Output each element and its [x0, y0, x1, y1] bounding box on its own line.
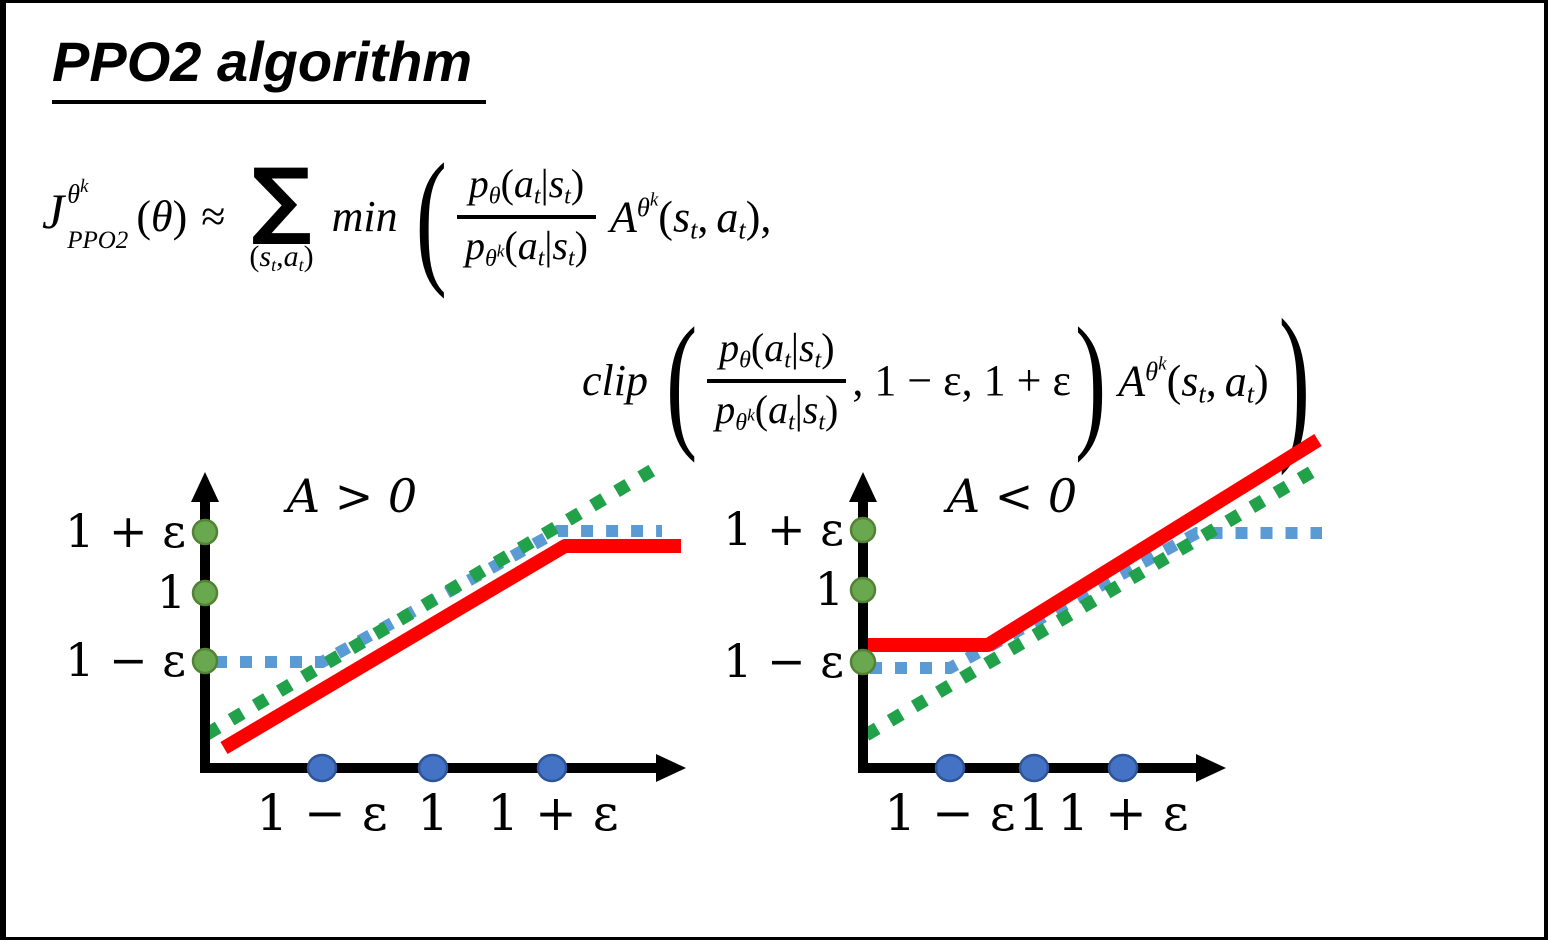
open-paren-clip: (: [665, 297, 698, 465]
left-y-tick-label: 1 + ε: [65, 504, 186, 558]
right-x-tick-label: 1 + ε: [1057, 784, 1188, 842]
tick-dot: [849, 648, 877, 676]
right-y-tick-label: 1 + ε: [723, 502, 844, 556]
right-x-tick-label: 1 − ε: [884, 784, 1015, 842]
tick-dot: [934, 753, 966, 783]
fraction-bar: [456, 215, 596, 219]
close-paren-clip: ): [1074, 297, 1107, 465]
left-y-tick-label: 1 − ε: [65, 633, 186, 687]
clip-bounds: , 1 − ε, 1 + ε: [852, 356, 1071, 405]
left-objective-line: [220, 539, 681, 755]
clip-operator: clip: [582, 356, 648, 405]
right-y-axis-dots: [849, 516, 877, 676]
right-y-tick-label: 1 − ε: [723, 634, 844, 688]
left-y-tick-label: 1: [157, 565, 186, 619]
left-condition-label: A > 0: [283, 469, 417, 523]
right-y-tick-label: 1: [815, 562, 844, 616]
right-x-axis-dots: [934, 753, 1139, 783]
close-paren-min: ): [1278, 284, 1310, 478]
ratio-numerator-2: pθ(at|st): [719, 324, 835, 374]
summation: ∑ (st,at): [249, 150, 314, 275]
ratio-denominator-2: pθk(at|st): [715, 387, 839, 436]
ratio-denominator: pθk(at|st): [464, 223, 588, 272]
tick-dot: [306, 753, 338, 783]
left-plot: 1 + ε 1 1 − ε 1 − ε 1 1 + ε A > 0: [65, 462, 686, 842]
right-objective-line: [865, 434, 1322, 652]
theta-argument: (θ): [136, 192, 188, 241]
left-unclipped-ratio-line: [203, 462, 660, 740]
tick-dot: [849, 516, 877, 544]
fraction-bar-2: [707, 379, 847, 383]
left-x-tick-label: 1 + ε: [487, 784, 618, 842]
approx-sign: ≈: [201, 192, 226, 241]
slide-title-text: PPO2 algorithm: [52, 30, 473, 93]
ratio-numerator: pθ(at|st): [468, 160, 585, 210]
left-y-axis-dots: [191, 518, 219, 675]
tick-dot: [417, 753, 449, 783]
tick-dot: [191, 579, 219, 607]
min-operator: min: [331, 192, 398, 241]
summation-index: (st,at): [249, 239, 314, 275]
sigma-symbol: ∑: [251, 150, 312, 249]
open-paren-min: (: [415, 133, 447, 301]
left-x-axis-arrow-icon: [656, 754, 686, 782]
left-x-tick-label: 1: [417, 784, 449, 842]
right-condition-label: A < 0: [943, 469, 1077, 523]
left-x-tick-label: 1 − ε: [256, 784, 387, 842]
tick-dot: [191, 518, 219, 546]
right-x-axis-arrow-icon: [1196, 754, 1226, 782]
right-plot: 1 + ε 1 1 − ε 1 − ε 1 1 + ε A < 0: [723, 434, 1324, 842]
probability-ratio-fraction-2: pθ(at|st) pθk(at|st): [707, 323, 847, 440]
advantage-term-2: Aθk(st, at): [1118, 353, 1269, 410]
tick-dot: [191, 647, 219, 675]
slide-title: PPO2 algorithm: [52, 30, 487, 105]
clip-function-plots: 1 + ε 1 1 − ε 1 − ε 1 1 + ε A > 0 1 + ε …: [65, 434, 1324, 842]
left-y-axis-arrow-icon: [191, 472, 219, 502]
probability-ratio-fraction: pθ(at|st) pθk(at|st): [456, 159, 596, 276]
left-clipped-ratio-line: [215, 525, 662, 668]
left-x-axis-dots: [306, 753, 568, 783]
tick-dot: [1107, 753, 1139, 783]
advantage-term: Aθk(st, at),: [610, 189, 772, 246]
right-x-tick-label: 1: [1018, 784, 1050, 842]
right-unclipped-ratio-line: [862, 461, 1324, 741]
tick-dot: [536, 753, 568, 783]
tick-dot: [1018, 753, 1050, 783]
right-y-axis-arrow-icon: [849, 472, 877, 502]
objective-formula-line-2: clip ( pθ(at|st) pθk(at|st) , 1 − ε, 1 +…: [582, 294, 1314, 468]
tick-dot: [849, 576, 877, 604]
